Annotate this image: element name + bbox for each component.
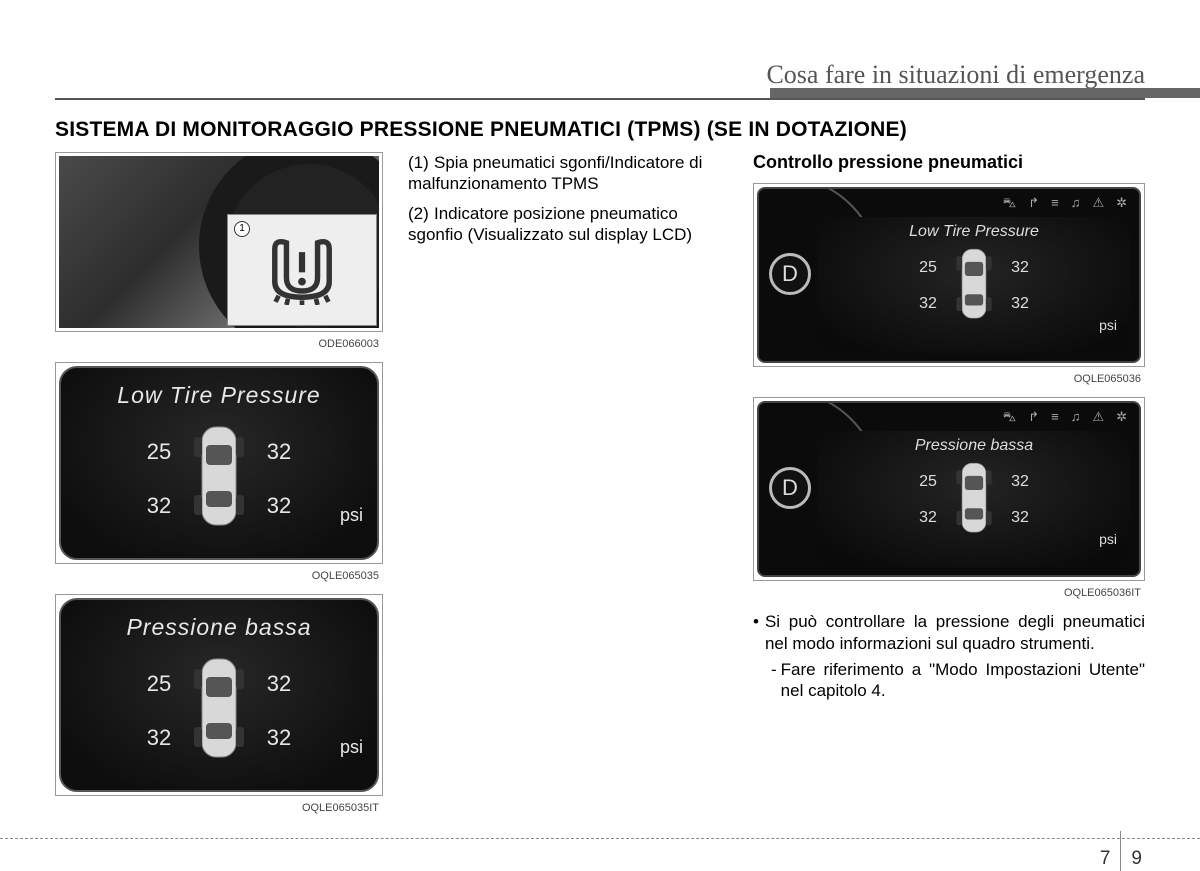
figure-lcd-it: Pressione bassa 25 32 <box>55 594 383 796</box>
cluster-title: Pressione bassa <box>825 437 1123 455</box>
dash-marker: - <box>771 659 777 703</box>
tire-value-rl: 32 <box>915 509 941 527</box>
figure-cluster-en: ⛍ ↱ ≡ ♫ ⚠ ✲ D Low Tire Pressure 25 3 <box>753 183 1145 367</box>
bullet-marker: • <box>753 611 759 655</box>
figure-dashboard: KIA 1 <box>55 152 383 332</box>
tire-value-rr: 32 <box>260 725 298 751</box>
warning-icon: ⚠ <box>1092 409 1104 427</box>
pressure-unit: psi <box>1099 317 1117 333</box>
cluster-title: Low Tire Pressure <box>825 223 1123 241</box>
gear-indicator: D <box>769 253 811 295</box>
callout-number-1: 1 <box>234 221 250 237</box>
section-number: 7 <box>1100 848 1111 870</box>
tire-value-rl: 32 <box>140 493 178 519</box>
tire-value-rl: 32 <box>915 295 941 313</box>
figure-code: ODE066003 <box>55 338 383 352</box>
callout-text-1: Spia pneumatici sgonfi/Indicatore di mal… <box>408 153 702 193</box>
figure-code: OQLE065036 <box>753 373 1145 387</box>
dashboard-photo: KIA 1 <box>59 156 379 328</box>
warning-icon: ⚠ <box>1092 195 1104 213</box>
tpms-callout-box: 1 <box>227 214 377 326</box>
car-top-icon <box>192 653 246 768</box>
figure-code: OQLE065035 <box>55 570 383 584</box>
chapter-title: Cosa fare in situazioni di emergenza <box>766 60 1145 89</box>
nav-icon: ↱ <box>1028 195 1039 213</box>
chapter-header: Cosa fare in situazioni di emergenza <box>55 60 1145 100</box>
tire-value-fr: 32 <box>260 439 298 465</box>
car-top-icon <box>955 245 993 327</box>
music-icon: ♫ <box>1071 409 1081 427</box>
figure-code: OQLE065036IT <box>753 587 1145 601</box>
lcd-display: Pressione bassa 25 32 <box>59 598 379 792</box>
section-title: SISTEMA DI MONITORAGGIO PRESSIONE PNEUMA… <box>55 118 1145 142</box>
subheading: Controllo pressione pneumatici <box>753 152 1145 173</box>
info-text: •Si può controllare la pressione degli p… <box>753 611 1145 702</box>
lcd-title: Pressione bassa <box>73 614 365 641</box>
tire-value-fl: 25 <box>140 439 178 465</box>
figure-code: OQLE065035IT <box>55 802 383 816</box>
tire-value-fr: 32 <box>1007 259 1033 277</box>
tire-value-rr: 32 <box>1007 295 1033 313</box>
callout-definitions: (1)Spia pneumatici sgonfi/Indicatore di … <box>408 152 728 245</box>
road-icon: ≡ <box>1051 409 1059 427</box>
page-footer: 7 9 <box>0 838 1200 839</box>
gear-indicator: D <box>769 467 811 509</box>
tire-value-fr: 32 <box>260 671 298 697</box>
car-top-icon <box>192 421 246 536</box>
tire-value-fl: 25 <box>140 671 178 697</box>
callout-tag-2: (2) <box>408 203 434 224</box>
page-index: 9 <box>1131 848 1142 870</box>
tire-value-fr: 32 <box>1007 473 1033 491</box>
tire-value-fl: 25 <box>915 259 941 277</box>
cluster-display: ⛍ ↱ ≡ ♫ ⚠ ✲ D Low Tire Pressure 25 3 <box>757 187 1141 363</box>
tpms-warning-icon <box>262 235 342 305</box>
tire-value-rr: 32 <box>260 493 298 519</box>
gear-icon: ✲ <box>1116 195 1127 213</box>
callout-tag-1: (1) <box>408 152 434 173</box>
car-icon: ⛍ <box>1003 195 1016 213</box>
page-number: 7 9 <box>1100 847 1142 871</box>
road-icon: ≡ <box>1051 195 1059 213</box>
music-icon: ♫ <box>1071 195 1081 213</box>
lcd-display: Low Tire Pressure 25 32 <box>59 366 379 560</box>
tire-value-rr: 32 <box>1007 509 1033 527</box>
car-top-icon <box>955 459 993 541</box>
figure-lcd-en: Low Tire Pressure 25 32 <box>55 362 383 564</box>
page-separator <box>1120 831 1121 871</box>
tire-value-fl: 25 <box>915 473 941 491</box>
nav-icon: ↱ <box>1028 409 1039 427</box>
pressure-unit: psi <box>340 505 363 526</box>
car-icon: ⛍ <box>1003 409 1016 427</box>
sub-bullet-text: Fare riferimento a "Modo Impostazioni Ut… <box>781 659 1145 703</box>
gear-icon: ✲ <box>1116 409 1127 427</box>
tire-value-rl: 32 <box>140 725 178 751</box>
pressure-unit: psi <box>340 737 363 758</box>
lcd-title: Low Tire Pressure <box>73 382 365 409</box>
figure-cluster-it: ⛍ ↱ ≡ ♫ ⚠ ✲ D Pressione bassa 25 32 <box>753 397 1145 581</box>
cluster-display: ⛍ ↱ ≡ ♫ ⚠ ✲ D Pressione bassa 25 32 <box>757 401 1141 577</box>
callout-text-2: Indicatore posizione pneumatico sgonfio … <box>408 204 692 244</box>
header-tab <box>770 88 1200 98</box>
pressure-unit: psi <box>1099 531 1117 547</box>
bullet-text: Si può controllare la pressione degli pn… <box>765 611 1145 655</box>
